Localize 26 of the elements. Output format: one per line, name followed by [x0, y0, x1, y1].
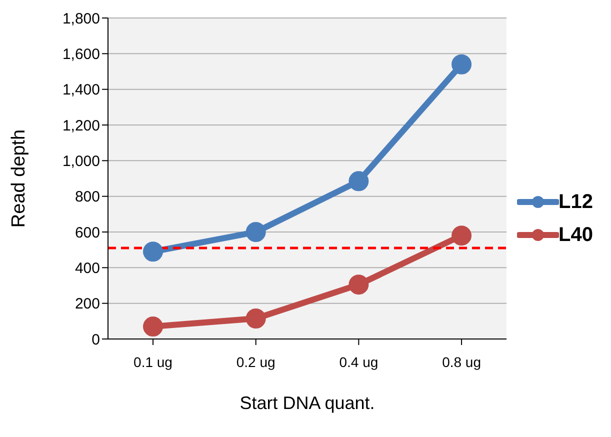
y-tick-label: 1,200: [62, 117, 100, 134]
y-tick-label: 800: [74, 188, 100, 206]
y-tick-label: 200: [74, 296, 100, 313]
y-axis-title: Read depth: [8, 129, 30, 228]
point: [452, 54, 472, 74]
point: [143, 316, 163, 337]
point: [246, 308, 266, 328]
point: [348, 171, 369, 192]
y-tick-label: 400: [74, 260, 100, 277]
x-tick-label: 0.4 ug: [339, 354, 378, 370]
y-tick-label: 600: [74, 224, 100, 242]
y-tick-label: 1,000: [62, 152, 100, 170]
y-tick-label: 1,800: [62, 10, 100, 28]
legend-label: L40: [558, 224, 593, 246]
legend-label: L12: [558, 190, 593, 214]
point: [143, 242, 163, 262]
x-tick-label: 0.8 ug: [442, 354, 481, 370]
y-tick-label: 0: [92, 331, 100, 348]
point: [246, 222, 266, 242]
x-tick-label: 0.1 ug: [134, 354, 172, 370]
y-tick-label: 1,400: [62, 82, 100, 99]
y-tick-label: 1,600: [62, 46, 100, 63]
point: [348, 274, 369, 295]
point: [452, 226, 472, 246]
x-axis-title: Start DNA quant.: [240, 393, 375, 413]
x-tick-label: 0.2 ug: [236, 354, 276, 370]
